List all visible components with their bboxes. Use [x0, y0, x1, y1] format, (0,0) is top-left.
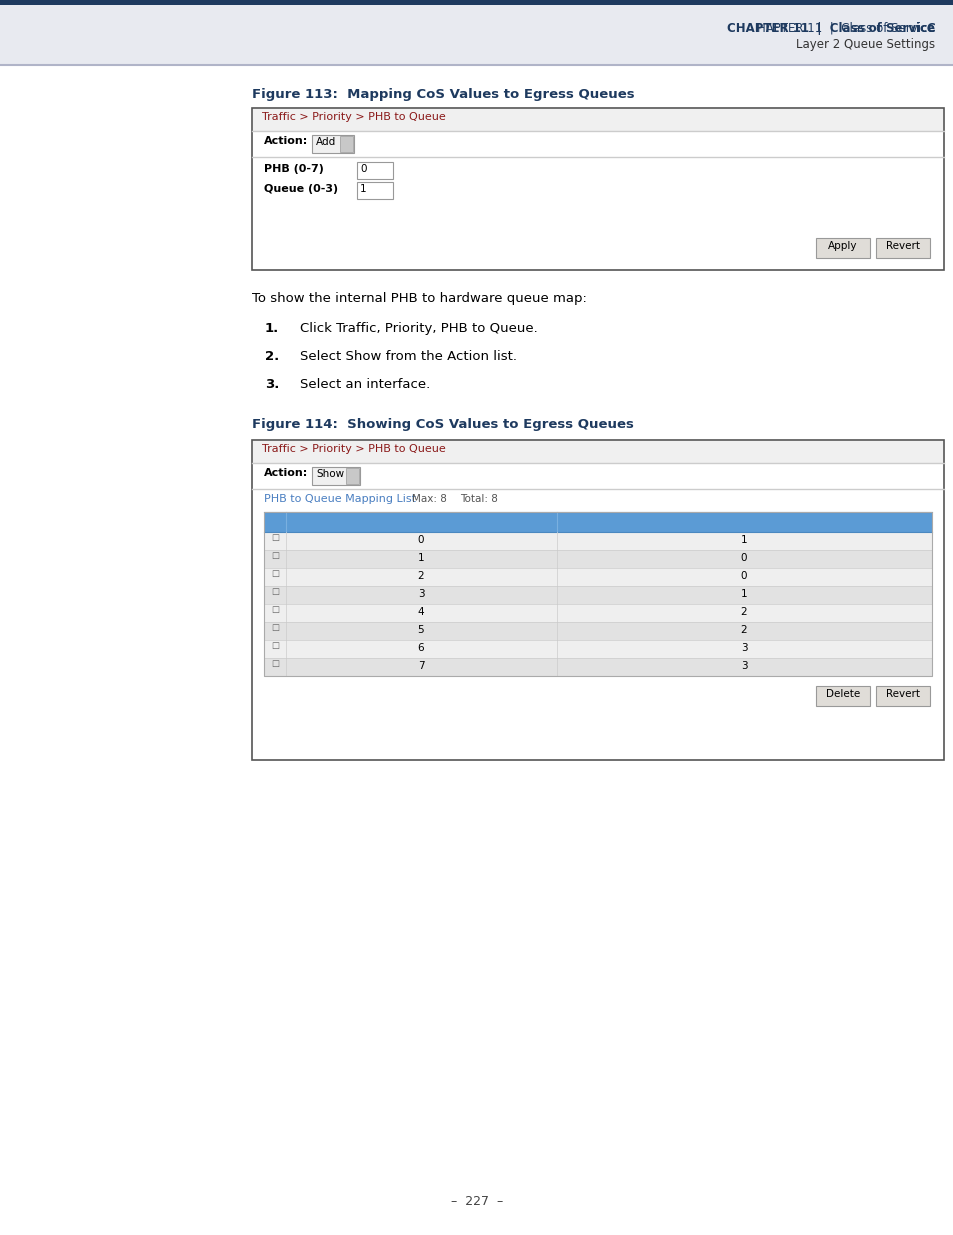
- Text: Click Traffic, Priority, PHB to Queue.: Click Traffic, Priority, PHB to Queue.: [299, 322, 537, 335]
- Text: Layer 2 Queue Settings: Layer 2 Queue Settings: [795, 38, 934, 51]
- Text: Delete: Delete: [825, 689, 860, 699]
- Text: ☐: ☐: [271, 642, 279, 651]
- Bar: [356, 182, 393, 199]
- Text: Max: 8: Max: 8: [412, 494, 446, 504]
- Bar: [875, 685, 929, 706]
- Text: Total: 8: Total: 8: [459, 494, 497, 504]
- Bar: [312, 135, 354, 153]
- Bar: [875, 238, 929, 258]
- Bar: [264, 513, 931, 676]
- Text: 3.: 3.: [265, 378, 279, 391]
- Text: 1.: 1.: [265, 322, 279, 335]
- Text: ☐: ☐: [271, 571, 279, 579]
- Text: ☐: ☐: [271, 534, 279, 543]
- Bar: [346, 468, 358, 484]
- Text: 7: 7: [417, 661, 424, 671]
- Text: Action:: Action:: [264, 136, 308, 146]
- Text: Traffic > Priority > PHB to Queue: Traffic > Priority > PHB to Queue: [262, 112, 445, 122]
- Bar: [815, 685, 869, 706]
- Bar: [253, 441, 942, 463]
- Text: ☐: ☐: [271, 588, 279, 597]
- Text: 3: 3: [740, 643, 746, 653]
- Bar: [264, 513, 931, 532]
- Text: To show the internal PHB to hardware queue map:: To show the internal PHB to hardware que…: [252, 291, 586, 305]
- Bar: [253, 109, 942, 131]
- Text: 2: 2: [740, 606, 746, 618]
- Text: Revert: Revert: [885, 689, 919, 699]
- Text: ☐: ☐: [271, 624, 279, 634]
- Text: Figure 114:  Showing CoS Values to Egress Queues: Figure 114: Showing CoS Values to Egress…: [252, 417, 633, 431]
- Text: ☐: ☐: [271, 659, 279, 669]
- Text: 4: 4: [417, 606, 424, 618]
- Text: PHB to Queue Mapping List: PHB to Queue Mapping List: [264, 494, 416, 504]
- Text: 1: 1: [740, 589, 746, 599]
- Text: 0: 0: [740, 553, 746, 563]
- Text: ☐: ☐: [271, 515, 279, 525]
- Text: 2: 2: [417, 571, 424, 580]
- Bar: [264, 585, 931, 604]
- Text: 3: 3: [417, 589, 424, 599]
- Text: ▼: ▼: [350, 469, 356, 478]
- Bar: [264, 568, 931, 585]
- Text: ▼: ▼: [344, 137, 350, 146]
- Text: 0: 0: [740, 571, 746, 580]
- Text: Add: Add: [315, 137, 335, 147]
- Bar: [264, 658, 931, 676]
- Text: 3: 3: [740, 661, 746, 671]
- Bar: [252, 440, 943, 760]
- Text: Select an interface.: Select an interface.: [299, 378, 430, 391]
- Text: 1: 1: [359, 184, 366, 194]
- Text: 5: 5: [417, 625, 424, 635]
- Bar: [264, 550, 931, 568]
- Bar: [356, 162, 393, 179]
- Text: PHB: PHB: [408, 515, 434, 525]
- Text: Select Show from the Action list.: Select Show from the Action list.: [299, 350, 517, 363]
- Text: PHB (0-7): PHB (0-7): [264, 164, 323, 174]
- Bar: [264, 532, 931, 550]
- Text: 1: 1: [740, 535, 746, 545]
- Text: Apply: Apply: [827, 241, 857, 251]
- Text: Revert: Revert: [885, 241, 919, 251]
- Text: 0: 0: [417, 535, 424, 545]
- Bar: [0, 0, 953, 5]
- Text: ☐: ☐: [271, 552, 279, 561]
- Text: 6: 6: [417, 643, 424, 653]
- Text: CHAPTER 11  |  Class of Service: CHAPTER 11 | Class of Service: [726, 22, 934, 35]
- Bar: [264, 640, 931, 658]
- Text: Queue (0-3): Queue (0-3): [264, 184, 337, 194]
- Bar: [252, 107, 943, 270]
- Text: –  227  –: – 227 –: [451, 1195, 502, 1208]
- Text: Action:: Action:: [264, 468, 308, 478]
- Text: C: C: [925, 21, 934, 35]
- Bar: [339, 136, 353, 152]
- Bar: [0, 5, 953, 65]
- Text: Traffic > Priority > PHB to Queue: Traffic > Priority > PHB to Queue: [262, 445, 445, 454]
- Text: Show: Show: [315, 469, 344, 479]
- Text: ☐: ☐: [271, 606, 279, 615]
- Bar: [264, 622, 931, 640]
- Text: 0: 0: [359, 164, 366, 174]
- Text: HAPTER 11  |  Class of Service: HAPTER 11 | Class of Service: [757, 21, 934, 35]
- Bar: [815, 238, 869, 258]
- Bar: [264, 604, 931, 622]
- Text: 1: 1: [417, 553, 424, 563]
- Text: Figure 113:  Mapping CoS Values to Egress Queues: Figure 113: Mapping CoS Values to Egress…: [252, 88, 634, 101]
- Text: 2: 2: [740, 625, 746, 635]
- Text: Queue: Queue: [723, 515, 763, 525]
- Text: 2.: 2.: [265, 350, 279, 363]
- Bar: [312, 467, 359, 485]
